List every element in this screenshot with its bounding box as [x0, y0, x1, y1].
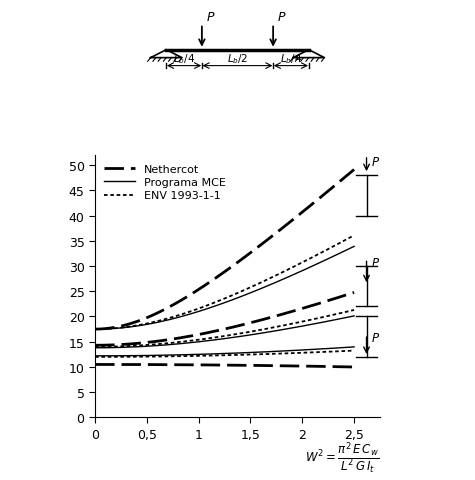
Text: $P$: $P$	[370, 156, 380, 168]
Text: $P$: $P$	[370, 256, 380, 269]
Text: $W^2 = \dfrac{\pi^2\,E\,C_w}{L^2\,G\,I_t}$: $W^2 = \dfrac{\pi^2\,E\,C_w}{L^2\,G\,I_t…	[305, 440, 379, 475]
Text: $L_b/2$: $L_b/2$	[227, 52, 248, 66]
Text: $L_b/4$: $L_b/4$	[173, 52, 195, 66]
Text: $P$: $P$	[277, 11, 287, 24]
Text: $L_b/4$: $L_b/4$	[280, 52, 302, 66]
Legend: Nethercot, Programa MCE, ENV 1993-1-1: Nethercot, Programa MCE, ENV 1993-1-1	[101, 161, 229, 204]
Text: $P$: $P$	[206, 11, 216, 24]
Text: $P$: $P$	[370, 331, 380, 344]
